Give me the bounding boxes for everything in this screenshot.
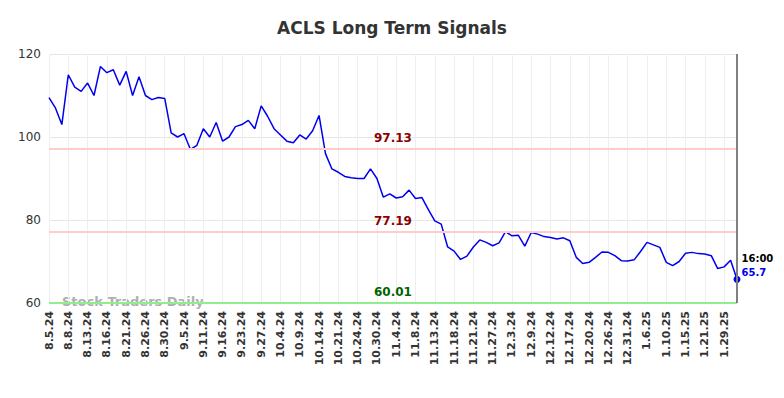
svg-text:11.18.24: 11.18.24 xyxy=(448,311,461,366)
svg-text:9.16.24: 9.16.24 xyxy=(216,311,229,358)
svg-text:8.8.24: 8.8.24 xyxy=(62,311,75,350)
svg-text:1.6.25: 1.6.25 xyxy=(640,311,653,350)
svg-text:12.3.24: 12.3.24 xyxy=(505,311,518,358)
svg-text:9.5.24: 9.5.24 xyxy=(178,311,191,350)
svg-text:11.13.24: 11.13.24 xyxy=(428,311,441,366)
svg-text:60.01: 60.01 xyxy=(374,285,412,299)
svg-text:8.5.24: 8.5.24 xyxy=(43,311,56,350)
svg-text:11.21.24: 11.21.24 xyxy=(467,311,480,366)
svg-text:12.12.24: 12.12.24 xyxy=(544,311,557,366)
svg-text:10.14.24: 10.14.24 xyxy=(313,311,326,366)
svg-text:1.15.25: 1.15.25 xyxy=(679,311,692,358)
svg-text:ACLS Long Term Signals: ACLS Long Term Signals xyxy=(277,18,507,38)
svg-text:Stock Traders Daily: Stock Traders Daily xyxy=(62,294,204,309)
svg-text:12.9.24: 12.9.24 xyxy=(525,311,538,358)
svg-text:1.10.25: 1.10.25 xyxy=(660,311,673,358)
svg-text:10.21.24: 10.21.24 xyxy=(332,311,345,366)
svg-text:8.16.24: 8.16.24 xyxy=(100,311,113,358)
svg-text:97.13: 97.13 xyxy=(374,131,412,145)
svg-text:11.8.24: 11.8.24 xyxy=(409,311,422,358)
svg-text:12.20.24: 12.20.24 xyxy=(583,311,596,366)
svg-text:9.23.24: 9.23.24 xyxy=(235,311,248,358)
svg-text:16:00: 16:00 xyxy=(742,253,774,264)
svg-text:10.24.24: 10.24.24 xyxy=(351,311,364,366)
svg-text:10.9.24: 10.9.24 xyxy=(293,311,306,358)
svg-text:8.21.24: 8.21.24 xyxy=(120,311,133,358)
svg-text:10.4.24: 10.4.24 xyxy=(274,311,287,358)
svg-text:77.19: 77.19 xyxy=(374,214,412,228)
svg-text:11.4.24: 11.4.24 xyxy=(390,311,403,358)
svg-text:8.30.24: 8.30.24 xyxy=(158,311,171,358)
svg-text:1.29.25: 1.29.25 xyxy=(718,311,731,358)
svg-text:11.27.24: 11.27.24 xyxy=(486,311,499,366)
svg-text:9.27.24: 9.27.24 xyxy=(255,311,268,358)
svg-text:10.30.24: 10.30.24 xyxy=(370,311,383,366)
svg-text:120: 120 xyxy=(18,47,41,61)
svg-text:12.17.24: 12.17.24 xyxy=(563,311,576,366)
svg-text:100: 100 xyxy=(18,130,41,144)
svg-text:8.26.24: 8.26.24 xyxy=(139,311,152,358)
svg-text:8.13.24: 8.13.24 xyxy=(81,311,94,358)
svg-text:9.11.24: 9.11.24 xyxy=(197,311,210,358)
svg-text:60: 60 xyxy=(26,296,41,310)
svg-text:12.31.24: 12.31.24 xyxy=(621,311,634,366)
svg-text:80: 80 xyxy=(26,213,41,227)
svg-text:65.7: 65.7 xyxy=(742,267,767,278)
svg-text:1.21.25: 1.21.25 xyxy=(698,311,711,358)
svg-text:12.26.24: 12.26.24 xyxy=(602,311,615,366)
